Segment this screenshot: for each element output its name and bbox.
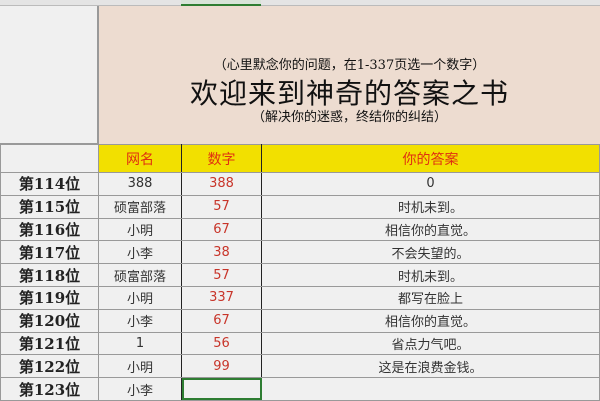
answer-cell[interactable]: 这是在浪费金钱。 [261, 354, 600, 379]
header-name[interactable]: 网名 [98, 144, 182, 173]
header-blank-cell[interactable] [0, 144, 99, 173]
table-row: 第118位 硕富部落 57 时机未到。 [0, 263, 600, 287]
name-cell[interactable]: 小明 [98, 354, 182, 379]
page-title: 欢迎来到神奇的答案之书 [189, 77, 509, 110]
table-row: 第114位 388 388 0 [0, 172, 600, 196]
answer-cell[interactable]: 都写在脸上 [261, 285, 600, 310]
rank-cell[interactable]: 第118位 [0, 263, 99, 287]
blank-cell[interactable] [0, 6, 98, 144]
name-cell[interactable]: 小李 [98, 240, 182, 265]
rank-cell[interactable]: 第119位 [0, 285, 99, 310]
answer-cell[interactable]: 省点力气吧。 [261, 331, 600, 356]
number-cell[interactable]: 67 [181, 217, 262, 242]
number-cell[interactable] [181, 377, 262, 401]
table-row: 第122位 小明 99 这是在浪费金钱。 [0, 354, 600, 379]
instruction-text: （心里默念你的问题，在1-337页选一个数字） [213, 58, 486, 73]
table-row: 第115位 硕富部落 57 时机未到。 [0, 194, 600, 219]
answer-cell[interactable]: 0 [261, 172, 600, 196]
table-row: 第120位 小李 67 相信你的直觉。 [0, 308, 600, 333]
header-row: 网名 数字 你的答案 [0, 144, 600, 173]
answer-table: 网名 数字 你的答案 第114位 388 388 0 第115位 硕富部落 57 时机未到。第… [0, 144, 600, 401]
name-cell[interactable]: 小李 [98, 377, 182, 401]
number-cell[interactable]: 99 [181, 354, 262, 379]
number-cell[interactable]: 67 [181, 308, 262, 333]
rank-cell[interactable]: 第121位 [0, 331, 99, 356]
table-row: 第116位 小明 67 相信你的直觉。 [0, 217, 600, 242]
rank-cell[interactable]: 第117位 [0, 240, 99, 265]
number-cell[interactable]: 57 [181, 263, 262, 287]
rank-cell[interactable]: 第115位 [0, 194, 99, 219]
header-number[interactable]: 数字 [181, 144, 262, 173]
table-row: 第119位 小明 337 都写在脸上 [0, 285, 600, 310]
name-cell[interactable]: 小李 [98, 308, 182, 333]
answer-cell[interactable]: 时机未到。 [261, 263, 600, 287]
rank-cell[interactable]: 第120位 [0, 308, 99, 333]
table-row: 第117位 小李 38 不会失望的。 [0, 240, 600, 265]
number-cell[interactable]: 388 [181, 172, 262, 196]
subtitle-text: （解决你的迷惑，终结你的纠结） [251, 110, 447, 125]
name-cell[interactable]: 1 [98, 331, 182, 356]
selected-column-header[interactable] [181, 0, 261, 6]
header-answer[interactable]: 你的答案 [261, 144, 600, 173]
column-header-strip[interactable] [0, 0, 600, 6]
name-cell[interactable]: 硕富部落 [98, 263, 182, 287]
name-cell[interactable]: 硕富部落 [98, 194, 182, 219]
number-cell[interactable]: 56 [181, 331, 262, 356]
rank-cell[interactable]: 第122位 [0, 354, 99, 379]
answer-cell[interactable]: 不会失望的。 [261, 240, 600, 265]
name-cell[interactable]: 小明 [98, 217, 182, 242]
name-cell[interactable]: 388 [98, 172, 182, 196]
answer-cell[interactable]: 时机未到。 [261, 194, 600, 219]
number-cell[interactable]: 337 [181, 285, 262, 310]
answer-cell[interactable]: 相信你的直觉。 [261, 217, 600, 242]
answer-cell[interactable]: 相信你的直觉。 [261, 308, 600, 333]
table-row: 第121位 1 56 省点力气吧。 [0, 331, 600, 356]
name-cell[interactable]: 小明 [98, 285, 182, 310]
answer-cell[interactable] [261, 377, 600, 401]
rank-cell[interactable]: 第114位 [0, 172, 99, 196]
number-cell[interactable]: 57 [181, 194, 262, 219]
rank-cell[interactable]: 第116位 [0, 217, 99, 242]
rank-cell[interactable]: 第123位 [0, 377, 99, 401]
title-banner[interactable]: （心里默念你的问题，在1-337页选一个数字） 欢迎来到神奇的答案之书 （解决你… [98, 6, 600, 144]
number-cell[interactable]: 38 [181, 240, 262, 265]
table-row: 第123位 小李 [0, 377, 600, 401]
